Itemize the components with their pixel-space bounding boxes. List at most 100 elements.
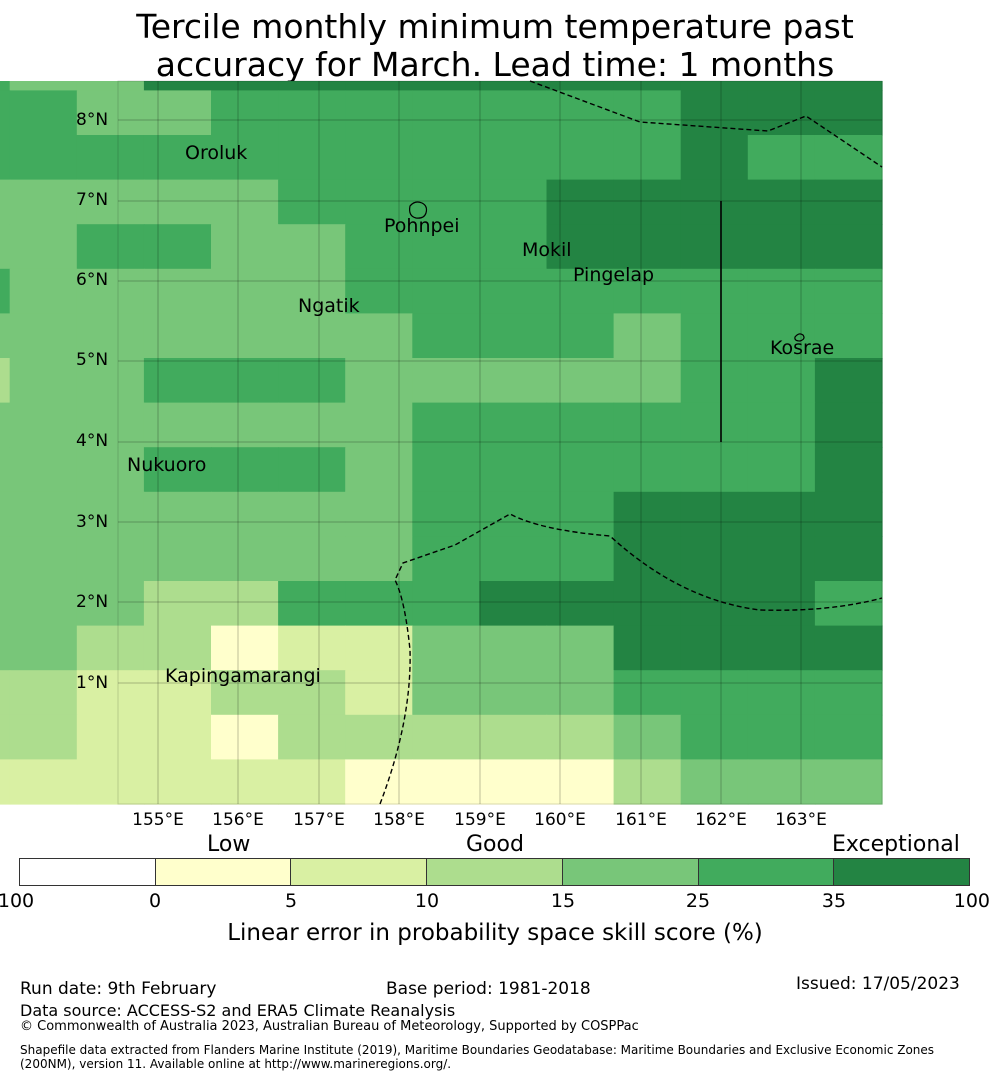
skill-cell	[613, 179, 682, 225]
skill-cell	[479, 402, 548, 448]
skill-cell	[613, 402, 682, 448]
y-axis-label: 7°N	[76, 190, 109, 210]
skill-cell	[613, 759, 682, 805]
skill-cell	[211, 179, 279, 225]
y-axis-label: 6°N	[76, 270, 109, 290]
skill-cell	[345, 581, 413, 627]
data-source: Data source: ACCESS-S2 and ERA5 Climate …	[20, 1001, 456, 1020]
pohnpei-island-outline	[409, 201, 428, 219]
place-label-pingelap: Pingelap	[573, 264, 655, 286]
skill-cell	[479, 447, 548, 493]
skill-cell	[0, 625, 11, 671]
skill-cell	[814, 179, 883, 225]
skill-cell	[211, 536, 279, 582]
skill-cell	[814, 447, 883, 493]
skill-cell	[613, 224, 682, 270]
skill-cell	[546, 670, 615, 716]
category-low: Low	[207, 832, 251, 857]
skill-cell	[479, 536, 548, 582]
x-axis-label: 156°E	[212, 810, 264, 830]
kosrae-island-outline	[794, 333, 805, 342]
place-label-ngatik: Ngatik	[298, 295, 360, 317]
skill-cell	[479, 625, 548, 671]
skill-grid-cells	[0, 81, 883, 805]
x-axis-label: 155°E	[132, 810, 184, 830]
skill-cell	[412, 90, 480, 136]
eez-boundaries	[379, 80, 883, 805]
skill-cell	[613, 135, 682, 181]
skill-cell	[278, 90, 346, 136]
skill-cell	[76, 90, 145, 136]
skill-cell	[278, 714, 346, 760]
skill-cell	[479, 759, 548, 805]
skill-cell	[747, 268, 816, 314]
skill-cell	[412, 581, 480, 627]
y-axis-label: 2°N	[76, 592, 109, 612]
skill-cell	[680, 625, 749, 671]
skill-cell	[680, 358, 749, 404]
colorbar-tick: 10	[414, 890, 440, 912]
skill-cell	[747, 536, 816, 582]
skill-cell	[143, 179, 212, 225]
skill-cell	[479, 491, 548, 537]
skill-cell	[345, 759, 413, 805]
skill-cell	[76, 179, 145, 225]
colorbar-segment	[562, 859, 699, 885]
skill-cell	[345, 491, 413, 537]
skill-cell	[613, 358, 682, 404]
place-label-kosrae: Kosrae	[770, 337, 835, 359]
skill-cell	[680, 670, 749, 716]
skill-cell	[211, 491, 279, 537]
skill-cell	[211, 581, 279, 627]
skill-cell	[613, 313, 682, 359]
skill-cell	[211, 90, 279, 136]
skill-cell	[479, 313, 548, 359]
skill-cell	[814, 313, 883, 359]
skill-cell	[613, 447, 682, 493]
eez-boundary-south	[379, 513, 883, 805]
skill-cell	[9, 759, 78, 805]
skill-cell	[747, 81, 816, 91]
skill-cell	[345, 625, 413, 671]
skill-cell	[143, 625, 212, 671]
category-exceptional: Exceptional	[832, 832, 960, 857]
skill-cell	[412, 759, 480, 805]
skill-cell	[9, 581, 78, 627]
skill-cell	[76, 759, 145, 805]
skill-cell	[747, 670, 816, 716]
skill-cell	[546, 179, 615, 225]
skill-cell	[76, 358, 145, 404]
skill-cell	[747, 447, 816, 493]
skill-cell	[680, 581, 749, 627]
skill-cell	[9, 491, 78, 537]
skill-cell	[479, 81, 548, 91]
colorbar-segment	[698, 859, 835, 885]
skill-cell	[613, 670, 682, 716]
map-title-line2: accuracy for March. Lead time: 1 months	[155, 45, 835, 84]
skill-cell	[479, 224, 548, 270]
skill-cell	[479, 268, 548, 314]
colorbar-tick: -100	[0, 890, 35, 912]
skill-cell	[0, 581, 11, 627]
skill-cell	[747, 402, 816, 448]
skill-cell	[211, 625, 279, 671]
skill-cell	[143, 90, 212, 136]
skill-cell	[814, 358, 883, 404]
x-axis-label: 162°E	[695, 810, 747, 830]
run-date: Run date: 9th February	[20, 979, 217, 999]
colorbar-tick: 0	[148, 890, 162, 912]
skill-cell	[680, 536, 749, 582]
skill-cell	[143, 581, 212, 627]
colorbar-segment	[20, 859, 156, 885]
skill-cell	[412, 313, 480, 359]
skill-cell	[680, 268, 749, 314]
skill-cell	[345, 90, 413, 136]
skill-cell	[0, 491, 11, 537]
skill-cell	[747, 358, 816, 404]
skill-cell	[345, 313, 413, 359]
skill-cell	[613, 536, 682, 582]
skill-cell	[211, 313, 279, 359]
skill-cell	[546, 714, 615, 760]
skill-cell	[9, 90, 78, 136]
skill-cell	[546, 90, 615, 136]
